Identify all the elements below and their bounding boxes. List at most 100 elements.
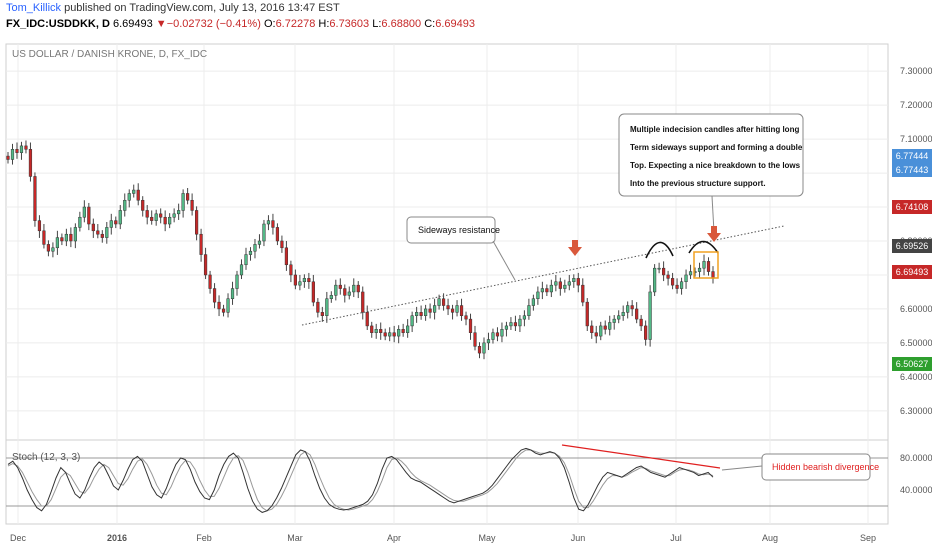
candle — [500, 322, 504, 343]
candle — [626, 301, 630, 319]
resistance-label: Sideways resistance — [418, 225, 500, 235]
candle — [150, 210, 154, 225]
candle — [230, 281, 235, 305]
author-link[interactable]: Tom_Killick — [6, 2, 62, 14]
stoch-tick-label: 80.0000 — [900, 453, 932, 463]
analysis-note-line: Term sideways support and forming a doub… — [630, 143, 803, 152]
indecision-box — [693, 251, 719, 279]
candle — [594, 325, 598, 344]
publish-text: published on TradingView.com, July 13, 2… — [61, 2, 340, 14]
stoch-title: Stoch (12, 3, 3) — [12, 452, 80, 463]
candle — [217, 295, 221, 317]
candle — [78, 211, 82, 232]
candle — [697, 262, 702, 278]
candle — [141, 196, 145, 217]
candle — [109, 213, 113, 235]
price-tick-label: 6.50000 — [900, 338, 932, 348]
candle — [599, 321, 603, 341]
price-tick-label: 7.10000 — [900, 134, 932, 144]
time-tick-label: 2016 — [107, 533, 127, 543]
price-badge: 6.69526 — [892, 239, 932, 253]
candle — [509, 317, 513, 330]
stoch-k-line — [7, 447, 714, 513]
candle — [302, 274, 306, 288]
candle — [459, 298, 464, 321]
time-tick-label: May — [478, 533, 496, 543]
candle — [432, 298, 437, 320]
candle — [558, 277, 562, 296]
divergence-label-box: Hidden bearish divergence — [721, 453, 879, 481]
candle — [567, 274, 571, 291]
price-tick-label: 7.30000 — [900, 66, 932, 76]
candle — [172, 208, 176, 223]
candle — [576, 272, 580, 293]
candle — [87, 202, 91, 231]
price-tick-label: 6.30000 — [900, 406, 932, 416]
candle — [679, 277, 684, 295]
candle — [181, 189, 185, 218]
candle — [549, 279, 553, 298]
candle — [221, 304, 226, 317]
time-tick-label: Sep — [860, 533, 876, 543]
stoch-d-line — [7, 449, 714, 512]
candle — [325, 291, 329, 323]
chart-title: US DOLLAR / DANISH KRONE, D, FX_IDC — [12, 49, 207, 60]
candle — [702, 254, 706, 276]
candle — [257, 234, 262, 249]
candle — [163, 210, 167, 232]
candle — [316, 298, 320, 318]
candle — [105, 221, 109, 244]
down-arrow-marker-icon — [707, 226, 721, 242]
candle — [662, 261, 666, 282]
candle — [468, 313, 473, 340]
candle — [42, 224, 46, 249]
time-axis[interactable]: Dec 2016 Feb Mar Apr May Jun Jul Aug Sep — [10, 533, 876, 543]
double-top-arc — [688, 240, 719, 254]
candle — [239, 259, 244, 280]
candle — [159, 208, 163, 224]
candle — [608, 315, 612, 336]
double-top-arc — [645, 241, 674, 259]
candle — [513, 315, 518, 332]
price-badge: 6.69493 — [892, 265, 932, 279]
candle — [450, 304, 455, 320]
candle — [91, 218, 95, 238]
price-badge-label: 6.77443 — [896, 165, 929, 175]
candle — [15, 142, 19, 159]
candle — [670, 272, 675, 290]
candle — [329, 291, 333, 303]
candle — [572, 274, 576, 288]
publish-info: Tom_Killick published on TradingView.com… — [6, 2, 340, 14]
candle — [388, 327, 392, 342]
price-badge-label: 6.69493 — [896, 267, 929, 277]
candle — [504, 321, 509, 337]
low-label: L: — [372, 18, 382, 30]
candle — [280, 235, 284, 253]
price-badge: 6.77444 — [892, 149, 932, 163]
candle — [446, 298, 450, 316]
price-badge-label: 6.50627 — [896, 359, 929, 369]
candle — [82, 200, 86, 223]
candle — [639, 315, 643, 332]
low-value: 6.68800 — [381, 18, 422, 30]
change-value: −0.02732 (−0.41%) — [166, 18, 261, 30]
candle — [352, 278, 356, 298]
candle — [536, 286, 540, 305]
candle — [127, 189, 131, 208]
candle — [311, 274, 315, 307]
candle — [154, 209, 158, 226]
candle — [10, 143, 15, 165]
open-value: 6.72278 — [275, 18, 316, 30]
candle — [226, 293, 230, 318]
candle — [73, 223, 77, 249]
analysis-note-line: Top. Expecting a nice breakdown to the l… — [630, 161, 801, 170]
candle — [298, 274, 302, 291]
candle — [136, 183, 140, 206]
time-tick-label: Jun — [571, 533, 586, 543]
candle — [495, 327, 500, 342]
candle — [518, 315, 522, 333]
stochastic-pane: 80.0000 40.0000 Hidden bearish divergence — [6, 444, 932, 513]
candle — [343, 284, 347, 303]
analysis-note: Multiple indecision candles after hittin… — [618, 113, 804, 233]
